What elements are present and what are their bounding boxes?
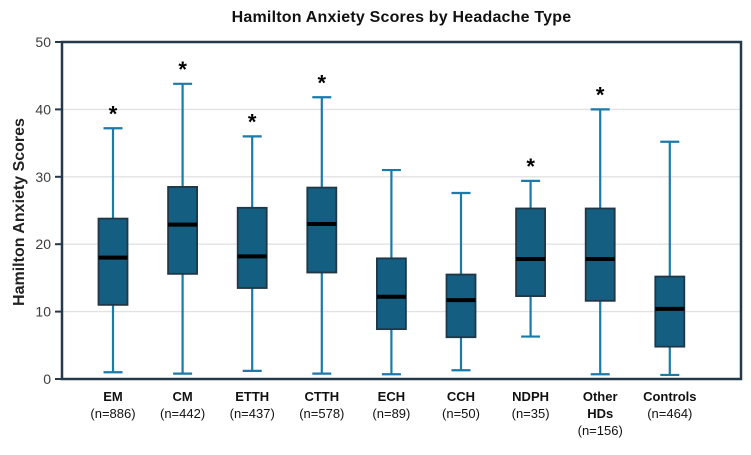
y-tick-label: 20 [35,236,51,252]
x-label-count: (n=886) [90,406,135,421]
iqr-box-Other-HDs [584,207,616,302]
x-label-name: ETTH [235,389,269,404]
significance-asterisk: * [526,154,535,179]
iqr-box-CTTH [306,186,338,274]
iqr-box-CM [167,186,199,275]
y-tick-label: 10 [35,304,51,320]
x-label-name: EM [103,389,123,404]
x-label-name: CCH [447,389,475,404]
x-label-name: HDs [587,406,613,421]
x-label-count: (n=89) [372,406,410,421]
iqr-box-ETTH [236,206,268,289]
iqr-box-EM [97,217,129,306]
iqr-box-NDPH [515,207,546,297]
x-label-name: NDPH [512,389,549,404]
iqr-box-ECH [375,257,407,331]
y-tick-label: 30 [35,169,51,185]
x-label-name: CTTH [304,389,339,404]
y-tick-label: 40 [35,101,51,117]
x-label-name: Controls [643,389,696,404]
significance-asterisk: * [596,82,605,107]
y-tick-label: 0 [43,371,51,387]
iqr-box-Controls [654,275,686,348]
chart-title: Hamilton Anxiety Scores by Headache Type [231,9,572,26]
significance-asterisk: * [318,70,327,95]
x-label-name: Other [583,389,618,404]
x-label-count: (n=437) [230,406,275,421]
y-tick-label: 50 [35,34,51,50]
x-label-count: (n=50) [442,406,480,421]
iqr-box-CCH [445,273,477,339]
significance-asterisk: * [248,109,257,134]
x-label-count: (n=464) [647,406,692,421]
x-label-count: (n=442) [160,406,205,421]
x-label-name: ECH [378,389,405,404]
plot-frame [60,40,743,381]
significance-asterisk: * [109,101,118,126]
x-label-count: (n=156) [578,423,623,438]
significance-asterisk: * [178,57,187,82]
x-label-count: (n=35) [512,406,550,421]
x-label-name: CM [172,389,192,404]
x-label-count: (n=578) [299,406,344,421]
